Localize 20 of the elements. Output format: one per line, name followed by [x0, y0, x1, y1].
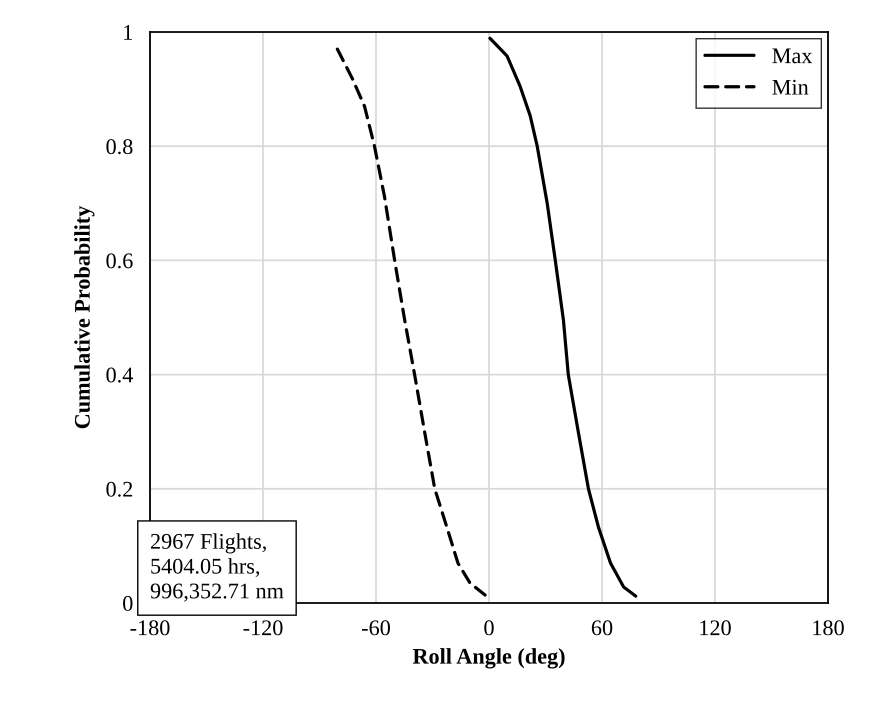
- line-series: [336, 48, 487, 597]
- y-tick-label: 0.4: [106, 368, 133, 383]
- annotation: 2967 Flights, 5404.05 hrs, 996,352.71 nm: [150, 533, 284, 602]
- x-tick-label: 180: [813, 620, 844, 636]
- x-tick-label: 120: [700, 620, 731, 636]
- y-tick-label: 0: [123, 596, 132, 611]
- y-tick-label: 0.2: [106, 482, 132, 497]
- legend-label: Min: [772, 80, 808, 95]
- x-tick-label: -180: [130, 620, 170, 636]
- y-axis-title: Cumulative Probability: [74, 206, 94, 428]
- x-tick-label: -120: [243, 620, 283, 636]
- line-series: [488, 36, 638, 598]
- x-tick-label: 60: [592, 620, 612, 636]
- y-tick-label: 0.6: [106, 253, 133, 268]
- legend-label: Max: [772, 48, 812, 64]
- x-axis-title: Roll Angle (deg): [412, 648, 565, 668]
- x-tick-label: 0: [484, 620, 494, 636]
- x-tick-label: -60: [362, 620, 390, 636]
- y-tick-label: 0.8: [106, 139, 132, 154]
- y-tick-label: 1: [124, 25, 132, 40]
